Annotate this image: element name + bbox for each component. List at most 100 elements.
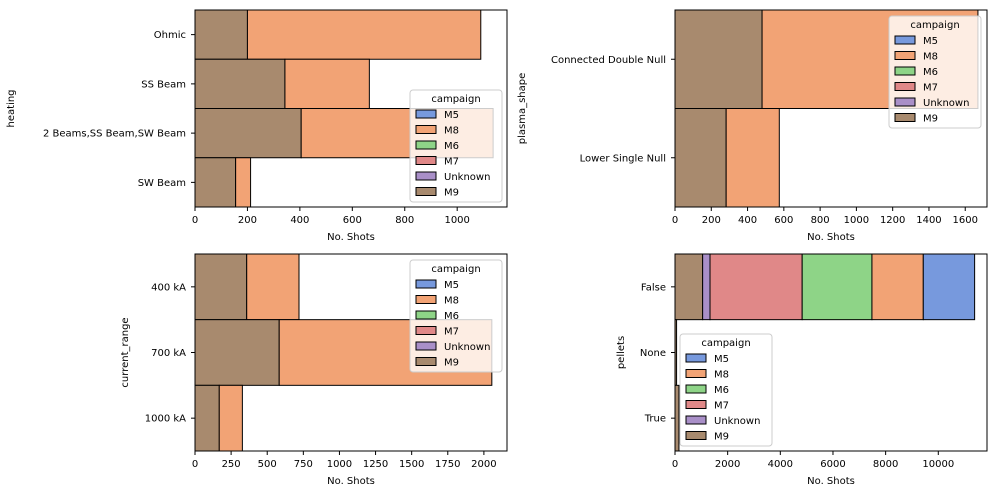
axes-frame xyxy=(674,9,988,208)
x-tick-label: 1000 xyxy=(844,215,869,226)
bar-m9-connected-double-null xyxy=(674,9,763,109)
legend-swatch-m7 xyxy=(894,82,916,91)
bar-m8-false xyxy=(871,253,924,321)
legend-swatch-m7 xyxy=(415,156,437,165)
y-tick-label: Ohmic xyxy=(154,30,186,41)
legend-swatch-m9 xyxy=(894,113,916,122)
x-tick-label: 200 xyxy=(702,215,721,226)
y-tick-label: SW Beam xyxy=(138,178,186,189)
legend-swatch-unknown xyxy=(894,97,916,107)
legend: campaign M5 M8 M6 M7 Unknown M9 xyxy=(679,333,773,447)
legend-label-m6: M6 xyxy=(714,385,729,396)
x-tick-label: 8000 xyxy=(873,459,898,470)
x-tick-label: 1600 xyxy=(953,215,978,226)
legend-label-m9: M9 xyxy=(923,114,938,125)
legend-label-m6: M6 xyxy=(444,311,459,322)
y-tick-label: 1000 kA xyxy=(145,414,186,425)
legend-swatch-m6 xyxy=(415,310,437,320)
bar-m9-400-ka xyxy=(194,253,248,321)
bar-m5-false xyxy=(922,253,976,321)
legend-title: campaign xyxy=(431,264,480,275)
legend-label-m7: M7 xyxy=(444,327,459,338)
legend-label-m5: M5 xyxy=(923,36,938,47)
legend-swatch-m5 xyxy=(894,35,916,45)
legend-swatch-m9 xyxy=(685,431,707,440)
legend-swatch-m8 xyxy=(685,369,707,378)
y-tick-label: False xyxy=(641,282,666,293)
x-tick-label: 800 xyxy=(811,215,830,226)
x-tick-label: 6000 xyxy=(820,459,845,470)
x-tick-label: 1750 xyxy=(435,459,460,470)
legend-label-m8: M8 xyxy=(923,52,938,63)
chart-pellets: False None True 0 2000 4000 6000 8000 10000 No. S… xyxy=(616,253,988,487)
legend-label-m8: M8 xyxy=(714,370,729,381)
x-tick-label: 1200 xyxy=(880,215,905,226)
x-tick-label: 400 xyxy=(738,215,757,226)
x-tick-label: 250 xyxy=(222,459,241,470)
bar-m8-sw-beam xyxy=(235,157,252,208)
legend: campaign M5 M8 M6 M7 Unknown M9 xyxy=(888,15,982,129)
y-tick-label: SS Beam xyxy=(141,79,186,90)
legend-title: campaign xyxy=(910,20,959,31)
bar-m8-1000-ka xyxy=(218,384,243,452)
x-tick-label: 1400 xyxy=(916,215,941,226)
y-axis-title: pellets xyxy=(616,336,627,369)
bar-unknown-false xyxy=(702,253,711,321)
x-tick-label: 500 xyxy=(258,459,277,470)
x-tick-label: 2000 xyxy=(715,459,740,470)
legend-label-unknown: Unknown xyxy=(923,98,969,109)
x-tick-label: 0 xyxy=(192,459,198,470)
bar-m8-400-ka xyxy=(246,253,300,321)
legend-swatch-m6 xyxy=(415,140,437,150)
bar-m9-2-beams-ss-beam-sw-beam xyxy=(194,108,302,159)
x-tick-label: 4000 xyxy=(768,459,793,470)
x-tick-label: 0 xyxy=(192,215,198,226)
x-axis-title: No. Shots xyxy=(327,476,375,487)
legend-label-m6: M6 xyxy=(444,141,459,152)
legend: campaign M5 M8 M6 M7 Unknown M9 xyxy=(409,89,503,203)
x-tick-label: 1000 xyxy=(327,459,352,470)
x-tick-label: 1250 xyxy=(363,459,388,470)
x-tick-label: 10000 xyxy=(922,459,954,470)
bar-m9-1000-ka xyxy=(194,384,220,452)
legend-swatch-m8 xyxy=(415,295,437,304)
x-tick-label: 800 xyxy=(395,215,414,226)
bar-m6-false xyxy=(801,253,873,321)
legend-swatch-m8 xyxy=(415,125,437,134)
y-tick-label: Lower Single Null xyxy=(580,153,666,164)
y-axis-title: plasma_shape xyxy=(517,73,528,145)
x-tick-label: 0 xyxy=(672,215,678,226)
legend-swatch-m5 xyxy=(685,353,707,363)
x-tick-label: 600 xyxy=(774,215,793,226)
bar-m7-false xyxy=(709,253,803,321)
bar-m8-ohmic xyxy=(246,9,482,60)
legend-label-m8: M8 xyxy=(444,296,459,307)
legend-label-m8: M8 xyxy=(444,126,459,137)
chart-heating: Ohmic SS Beam 2 Beams,SS Beam,SW Beam SW Be… xyxy=(6,9,508,243)
bar-m9-ohmic xyxy=(194,9,248,60)
legend-label-m7: M7 xyxy=(923,83,938,94)
x-tick-label: 200 xyxy=(238,215,257,226)
legend-label-m7: M7 xyxy=(444,157,459,168)
legend-label-m7: M7 xyxy=(714,401,729,412)
legend-label-unknown: Unknown xyxy=(444,172,490,183)
x-tick-label: 400 xyxy=(290,215,309,226)
bar-m9-sw-beam xyxy=(194,157,237,208)
legend-swatch-m6 xyxy=(685,384,707,394)
legend-swatch-m7 xyxy=(415,326,437,335)
legend-label-m5: M5 xyxy=(714,354,729,365)
legend-swatch-unknown xyxy=(415,171,437,181)
legend-swatch-m5 xyxy=(415,279,437,289)
legend-label-m5: M5 xyxy=(444,110,459,121)
x-tick-label: 1000 xyxy=(444,215,469,226)
x-tick-label: 750 xyxy=(294,459,313,470)
y-tick-label: None xyxy=(640,348,666,359)
bar-m9-700-ka xyxy=(194,319,280,386)
x-tick-label: 600 xyxy=(343,215,362,226)
x-tick-label: 2000 xyxy=(471,459,496,470)
bar-m9-ss-beam xyxy=(194,58,286,109)
legend-label-m9: M9 xyxy=(444,188,459,199)
legend-title: campaign xyxy=(701,338,750,349)
legend-swatch-m6 xyxy=(894,66,916,76)
legend-swatch-unknown xyxy=(685,415,707,425)
